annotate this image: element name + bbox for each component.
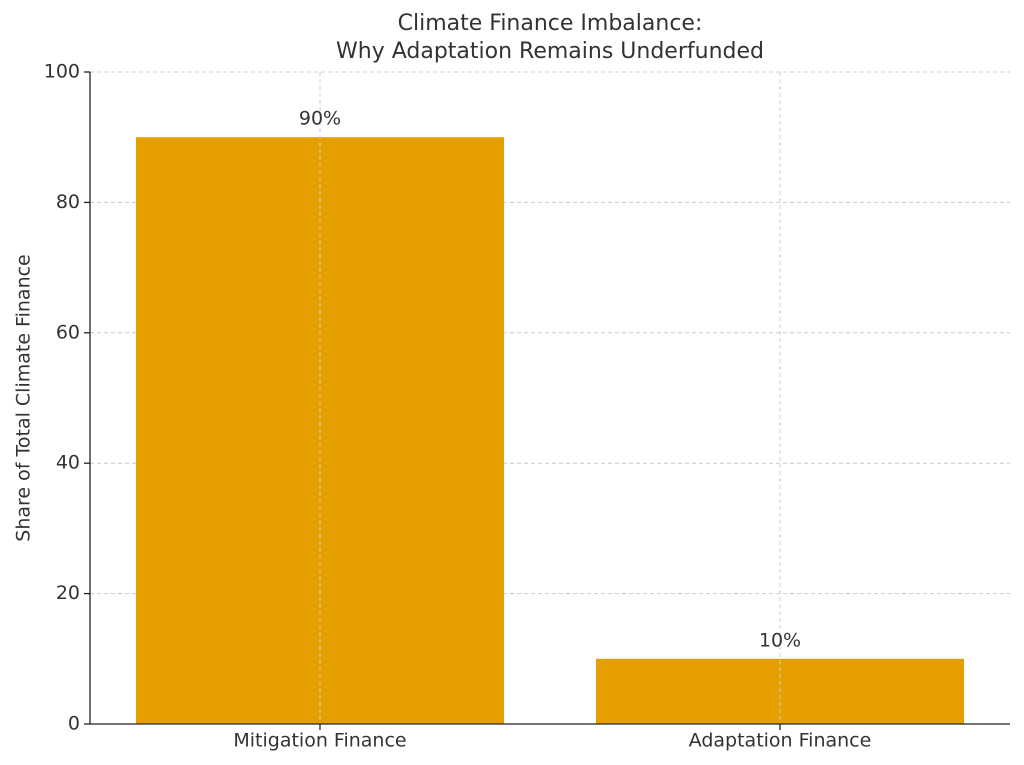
y-axis-label: Share of Total Climate Finance	[13, 254, 35, 541]
y-tick-label: 100	[44, 61, 80, 83]
value-label: 90%	[299, 108, 341, 130]
value-label: 10%	[759, 629, 801, 651]
y-tick-label: 20	[56, 582, 80, 604]
y-tick-label: 0	[68, 713, 80, 735]
chart-title-line: Why Adaptation Remains Underfunded	[336, 39, 764, 64]
y-tick-label: 80	[56, 191, 80, 213]
x-tick-label: Adaptation Finance	[689, 730, 872, 752]
y-tick-label: 60	[56, 321, 80, 343]
x-tick-label: Mitigation Finance	[233, 730, 406, 752]
y-tick-label: 40	[56, 452, 80, 474]
chart-title-line: Climate Finance Imbalance:	[398, 11, 703, 36]
